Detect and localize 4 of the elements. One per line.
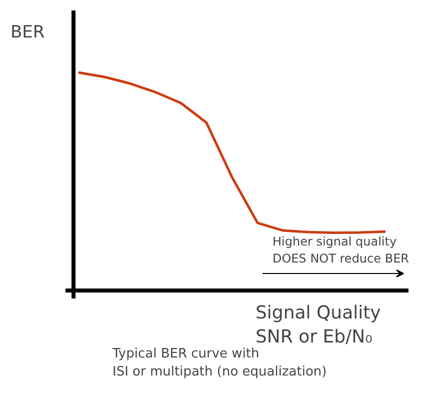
text: Typical BER curve with ISI or multipath (no equalization): [112, 346, 327, 380]
annotation: Higher signal quality DOES NOT reduce BER: [272, 234, 409, 266]
y-axis-title: BER: [10, 22, 45, 42]
x-axis-title: Signal Quality SNR or Eb/N₀: [256, 302, 382, 348]
